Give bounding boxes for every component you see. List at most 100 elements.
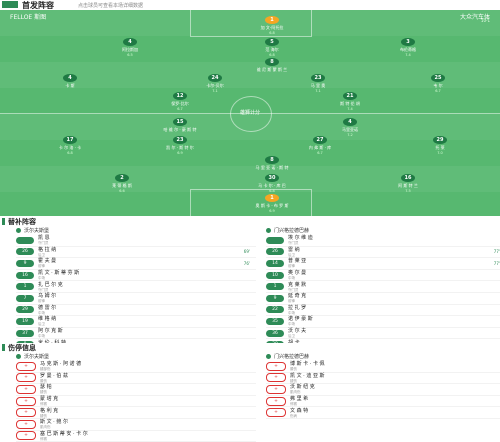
sub-player-row[interactable]: 埃 尔 维 迪守门员	[266, 235, 500, 247]
player-name: 马 里 奥	[310, 83, 326, 88]
sub-player-name: 延 奇 克	[288, 293, 307, 300]
player-name: 布伦蒂格	[400, 47, 416, 52]
sub-event-time: 77'	[493, 260, 500, 266]
sub-player-name: 米 伦 · 科 特	[38, 339, 66, 346]
sub-player-row[interactable]: 22 拉 扎 罗中场	[266, 305, 500, 317]
player-number: 25	[431, 74, 445, 82]
player-number: 2	[115, 174, 129, 182]
injury-cross-icon: +	[16, 361, 36, 371]
player-rating: 6.8	[67, 151, 73, 155]
injured-player-name: 斯 文 · 鲍 尔	[40, 419, 68, 426]
player-number: 15	[173, 118, 187, 126]
player-marker[interactable]: 23 凯 尔 · 斯 特 尔 6.9	[150, 136, 210, 155]
player-name: 范 海尔	[265, 47, 279, 52]
player-marker[interactable]: 16 阿 斯 特 兰 7.5	[378, 174, 438, 193]
injury-cross-icon: +	[16, 373, 36, 383]
team-dot-icon	[16, 228, 21, 233]
center-label: 雄狮计分	[239, 110, 260, 116]
sub-player-number: 10	[266, 271, 284, 279]
sub-player-name: 胡 卡	[288, 339, 300, 346]
away-injury-team: 门兴格拉德巴赫	[274, 354, 310, 360]
sub-player-row[interactable]: 37 阿 尔 克 斯中场	[16, 328, 256, 340]
player-number: 27	[313, 136, 327, 144]
player-marker[interactable]: 4 阿拉斯加 6.5	[100, 38, 160, 57]
home-injury-header: 沃尔夫斯堡	[16, 352, 256, 361]
player-marker[interactable]: 27 内 弗 斯 · 库 6.7	[290, 136, 350, 155]
player-name: 马里亚诺	[342, 127, 358, 132]
player-marker[interactable]: 15 哈 维 尔 · 豪 斯 特	[150, 118, 210, 133]
team-dot-icon	[16, 354, 21, 359]
player-rating: 7.5	[405, 189, 411, 193]
sub-player-row[interactable]: 29 德 雷 尔中场	[16, 305, 256, 317]
sub-player-position: 后卫	[38, 252, 45, 257]
sub-player-number: 29	[16, 306, 34, 314]
player-marker[interactable]: 25 韦 尔 6.7	[408, 74, 468, 93]
sub-player-number: 35	[266, 317, 284, 325]
injury-row: + 罗 曼 · 伯 兹膝伤	[16, 373, 256, 385]
sub-player-row[interactable]: 26 格 拉 纳后卫 69'	[16, 247, 256, 259]
player-number: 30	[265, 174, 279, 182]
player-marker[interactable]: 29 托 莱 7.0	[410, 136, 470, 155]
sub-player-number: 7	[16, 294, 34, 302]
team-dot-icon	[266, 228, 271, 233]
team-dot-icon	[266, 354, 271, 359]
away-injury-header: 门兴格拉德巴赫	[266, 352, 500, 361]
sub-player-row[interactable]: 16 凯 文 · 斯 蒂 芬 斯中场	[16, 270, 256, 282]
injury-note: 停赛	[40, 402, 47, 407]
away-subs-list: 门兴格拉德巴赫 埃 尔 维 迪守门员 26 雷 纳后卫 77' 14 普 莱 亚前锋 77'…	[266, 226, 500, 351]
player-marker[interactable]: 21 斯 特 伦 胡 7.4	[320, 92, 380, 111]
injury-note: 伤病	[290, 413, 297, 418]
sub-player-row[interactable]: 9 延 奇 克前锋	[266, 293, 500, 305]
player-rating: 6.8	[269, 53, 275, 57]
sub-player-position: 守门员	[288, 241, 299, 246]
injury-note: 腿部伤	[40, 367, 51, 372]
sub-player-position: 中场	[38, 334, 45, 339]
sub-player-position: 后卫	[288, 334, 295, 339]
sub-player-row[interactable]: 1 扎 巴 尔 克守门员	[16, 281, 256, 293]
player-rating: 7.0	[437, 151, 443, 155]
player-marker[interactable]: 30 马 卡 尔 · 库 巴 6.8	[242, 174, 302, 193]
sub-player-row[interactable]: 14 普 莱 亚前锋 77'	[266, 258, 500, 270]
sub-player-position: 中场	[38, 310, 45, 315]
home-injury-team: 沃尔夫斯堡	[24, 354, 50, 360]
injury-cross-icon: +	[266, 361, 286, 371]
player-marker[interactable]: 4 马里亚诺 7.2	[320, 118, 380, 137]
player-name: 马 卡 尔 · 库 巴	[258, 183, 286, 188]
player-rating: 6.6	[119, 189, 125, 193]
sub-player-row[interactable]: 36 沃 尔 夫后卫	[266, 328, 500, 340]
player-rating: 6.7	[435, 89, 441, 93]
player-name: 莱 蒂 格 斯	[112, 183, 132, 188]
center-circle	[230, 96, 272, 132]
player-name: 维 尼 斯 蒙 斯 兰	[256, 67, 288, 72]
sub-player-row[interactable]: 10 奥 尔 曼中场	[266, 270, 500, 282]
lineup-subtitle: 点击球员可查看本场详细数据	[78, 3, 144, 9]
sub-player-row[interactable]: 7 乌 姆 尔前锋	[16, 293, 256, 305]
sub-player-name: 扎 巴 尔 克	[38, 281, 63, 288]
player-marker[interactable]: 23 马 里 奥 7.1	[288, 74, 348, 93]
sub-player-row[interactable]: 9 霍 夫 曼前锋 76'	[16, 258, 256, 270]
injury-cross-icon: +	[16, 419, 36, 429]
sub-player-row[interactable]: 19 维 格 纳后卫	[16, 316, 256, 328]
player-marker[interactable]: 17 卡 尔 洛 · 卡 6.8	[40, 136, 100, 155]
sub-player-row[interactable]: 凯 恩守门员	[16, 235, 256, 247]
player-name: 卡尔-贝尔	[206, 83, 224, 88]
injured-player-name: 塞 巴 斯 蒂 安 · 卡 尔	[40, 430, 88, 437]
injured-player-name: 弗 里 希	[290, 396, 309, 403]
player-name: 内 弗 斯 · 库	[308, 145, 332, 150]
player-marker[interactable]: 12 保罗-比尔 6.7	[150, 92, 210, 111]
sub-player-number: 22	[266, 306, 284, 314]
player-marker[interactable]: 24 卡尔-贝尔 7.1	[185, 74, 245, 93]
sub-player-number: 19	[16, 317, 34, 325]
sub-player-row[interactable]: 35 诺 伊 豪 斯中场	[266, 316, 500, 328]
sub-player-row[interactable]: 26 雷 纳后卫 77'	[266, 247, 500, 259]
sub-player-row[interactable]: 1 克 莱 默守门员	[266, 281, 500, 293]
player-marker[interactable]: 3 布伦蒂格 7.4	[378, 38, 438, 57]
player-number: 23	[311, 74, 325, 82]
